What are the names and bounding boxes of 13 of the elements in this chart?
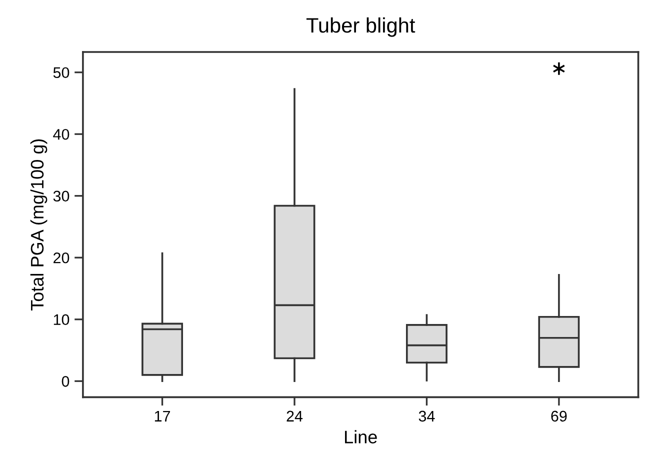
y-tick-label: 10	[54, 314, 70, 326]
y-axis-title: Total PGA (mg/100 g)	[30, 139, 48, 310]
y-tick-label: 30	[53, 190, 70, 202]
x-axis-title: Line	[345, 430, 377, 444]
y-tick-label: 40	[53, 128, 70, 140]
y-tick-label: 50	[53, 67, 70, 78]
x-tick-label: 17	[154, 410, 170, 422]
y-tick-label: 20	[54, 252, 70, 264]
x-tick-label: 34	[418, 410, 435, 422]
x-tick-label: 24	[286, 410, 303, 422]
x-tick-label: 69	[551, 410, 567, 422]
y-tick-label: 0	[62, 376, 70, 387]
chart-title: Tuber blight	[306, 17, 416, 37]
